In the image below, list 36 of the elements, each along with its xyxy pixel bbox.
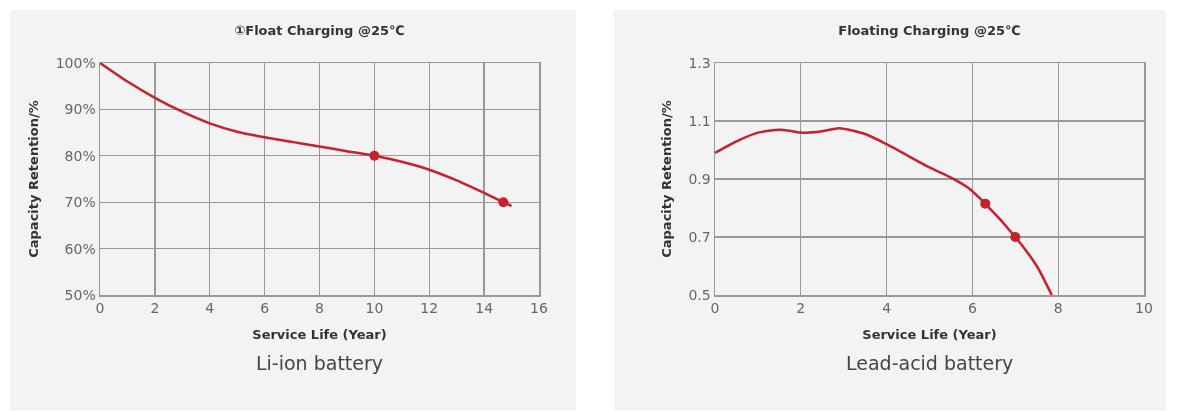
x-tick-label: 12	[420, 300, 439, 317]
chart-title: Floating Charging @25℃	[838, 23, 1021, 39]
x-tick-label: 6	[260, 300, 270, 317]
x-tick-label: 4	[205, 300, 215, 317]
y-axis-title: Capacity Retention/%	[25, 100, 41, 258]
y-tick-label: 1.1	[688, 112, 711, 129]
x-tick-label: 2	[150, 300, 160, 317]
y-tick-label: 80%	[64, 147, 96, 164]
y-tick-label: 0.7	[688, 228, 711, 245]
x-tick-label: 8	[1053, 300, 1063, 317]
line-series	[100, 63, 513, 208]
x-tick-label: 0	[710, 300, 720, 317]
x-tick-label: 2	[796, 300, 806, 317]
y-tick-label: 100%	[55, 54, 96, 71]
y-tick-label: 50%	[64, 286, 96, 303]
x-tick-label: 0	[95, 300, 105, 317]
line-series	[715, 127, 1054, 295]
y-tick-label: 1.3	[688, 54, 711, 71]
x-tick-label: 6	[967, 300, 977, 317]
y-tick-label: 0.5	[688, 286, 711, 303]
y-tick-label: 90%	[64, 101, 96, 118]
x-axis-title: Service Life (Year)	[252, 326, 387, 342]
x-tick-label: 10	[1135, 300, 1153, 317]
x-tick-label: 8	[315, 300, 324, 317]
y-axis-title: Capacity Retention/%	[658, 100, 674, 258]
chart-title: ①Float Charging @25℃	[234, 23, 405, 39]
x-tick-label: 16	[530, 300, 548, 317]
x-tick-label: 4	[882, 300, 892, 317]
y-tick-label: 60%	[64, 240, 96, 257]
y-tick-label: 0.9	[688, 170, 711, 187]
text: Lead-acid battery	[846, 352, 1014, 374]
text: Li-ion battery	[256, 352, 384, 374]
x-tick-label: 10	[365, 300, 384, 317]
x-tick-label: 14	[475, 300, 494, 317]
y-tick-label: 70%	[64, 194, 96, 211]
x-axis-title: Service Life (Year)	[862, 326, 997, 342]
